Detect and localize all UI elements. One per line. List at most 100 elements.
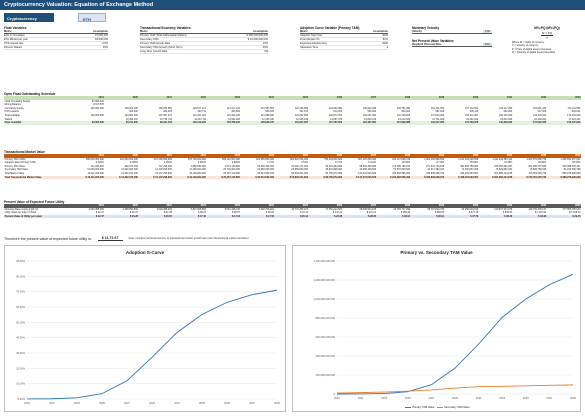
market-cell: $ 86,756,072,999 (308, 175, 343, 180)
tam-metric: Long Term Growth Rate (140, 50, 168, 53)
velocity-section: Monetary Velocity Velocity 5.00 Net Pres… (412, 26, 492, 47)
market-cell: 35,513,532,306 (257, 171, 275, 175)
pv-cell: $ 17.40 (172, 214, 207, 219)
pv-cell: $ 23.48 (308, 214, 343, 219)
legend-secondary-label: Secondary TAM Value (444, 406, 470, 409)
supply-cell: 512,203 (333, 110, 343, 114)
market-cell: 0.029% (95, 161, 104, 165)
supply-cell: 14,701,920 (432, 117, 445, 121)
pv-cell: 120,337,244,976 (494, 207, 513, 211)
adoption-value[interactable]: 3 (386, 46, 388, 49)
market-cell: 25,257,140,800 (223, 171, 240, 175)
market-cell: 0.069% (129, 161, 138, 165)
tam-value[interactable]: $ 386,000,000,000 (246, 34, 268, 37)
supply-cell: 400,000 (129, 110, 138, 114)
pv-cell: $ 504.60 (434, 211, 445, 215)
discount-label: Required Discount Rate (412, 43, 442, 46)
float-row: Percent Staked 10% (4, 46, 108, 50)
tam-value[interactable]: 10% (262, 42, 268, 45)
series-line-0 (26, 289, 278, 400)
y-tick-label: 90.00% (16, 259, 25, 263)
discount-input[interactable]: 30% (482, 43, 492, 46)
market-cell: 81,190,530,788 (563, 168, 581, 172)
x-tick-label: 2027 (124, 401, 130, 405)
pv-year-header: 2019 (70, 204, 105, 208)
market-cell: 10,630,332,306 (257, 164, 275, 168)
supply-cell: 14,210,320 (398, 117, 411, 121)
supply-cell: 127,892,888 (376, 121, 411, 125)
mvpq-section: MV=PQ (MV=PQ) M = PQ V Where M = Value o… (512, 26, 582, 55)
supply-cell: 96,631,164 (138, 121, 173, 125)
tam-value[interactable]: 3% (264, 50, 268, 53)
market-cell: 747,296,000 (158, 164, 172, 168)
pv-year-header: 2033 (546, 204, 581, 208)
market-cell: 29,859,840,000 (291, 168, 309, 172)
pv-cell: $ 17.04 (206, 214, 241, 219)
supply-cell: 15,812,000 (500, 117, 513, 121)
market-cell: $ 12,292,974,000 (104, 175, 139, 180)
market-cell: 27.16% (436, 161, 445, 165)
pv-cell: $ 97.11 (300, 211, 309, 215)
pv-year-header: 2028 (376, 204, 411, 208)
adoption-value[interactable]: 2030 (382, 42, 388, 45)
mvpq-definition: Q = Quantity of digital asset processed (512, 51, 556, 55)
tam-title: Transactional Economy Variables (140, 26, 191, 30)
market-cell: 4,521,140,800 (224, 164, 240, 168)
pv-cell: 177,655,785,620 (562, 207, 581, 211)
supply-cell: 124,135,908 (294, 106, 309, 110)
float-value[interactable]: 4.0% (102, 42, 108, 45)
supply-cell: 112,221,031 (192, 113, 206, 117)
float-value[interactable]: 97,083,422 (95, 34, 108, 37)
market-year-header: 2020 (104, 154, 139, 158)
x-tick-label: 2039 (274, 401, 280, 405)
pv-cell: $ 31.35 (163, 211, 172, 215)
market-cell: 19,139,832,920 (189, 171, 206, 175)
x-tick-label: 2019 (334, 396, 340, 400)
float-value[interactable]: 10% (102, 46, 108, 49)
supply-row-label: Initial Circulating Supply (4, 99, 31, 103)
pv-cell: 7,102,706,461 (258, 207, 275, 211)
market-year-header: 2027 (342, 154, 377, 158)
velocity-input[interactable]: 5.00 (482, 30, 492, 33)
pv-cell: 28,308,904,105 (359, 207, 377, 211)
pv-cell: $ 20.28 (104, 214, 139, 219)
supply-year-header: 2021 (138, 96, 173, 100)
adoption-header: Metric Assumption (300, 30, 388, 34)
mvpq-eq1: M = PQ (541, 31, 553, 35)
supply-year-header: 2027 (342, 96, 377, 100)
tam-value[interactable]: 20% (262, 46, 268, 49)
market-cell: 467,060,000,000 (153, 157, 172, 161)
adoption-value[interactable]: 82% (382, 38, 388, 41)
supply-row: Staked 10,360,210 10,736,734 11,097,111 11,5… (4, 118, 581, 122)
supply-cell: 153,011,087 (465, 113, 479, 117)
pv-year-header: 2030 (444, 204, 479, 208)
pv-year-header: 2029 (410, 204, 445, 208)
market-cell: 424,600,000,000 (119, 157, 138, 161)
series-line-1 (336, 384, 574, 394)
pv-year-header: 2025 (274, 204, 309, 208)
supply-cell: 170,231,009 (567, 113, 581, 117)
market-cell: 910,167,808,726 (392, 157, 411, 161)
y-tick-label: 20.00% (16, 366, 25, 370)
supply-cell: 511,153 (299, 110, 309, 114)
market-cell: 743,781,525,735 (528, 171, 547, 175)
tam-value[interactable]: $ 10,000,000,000 (247, 38, 268, 41)
adoption-value[interactable]: 2022 (382, 34, 388, 37)
pv-cell: 3,029,459,200 (156, 207, 172, 211)
float-value[interactable]: 18,000,000 (95, 38, 108, 41)
pv-cell: $ 33.28 (512, 214, 547, 219)
adoption-variables-section: Adoption Curve Variable (Primary TAM) Me… (300, 26, 388, 50)
market-cell: 35.59% (470, 161, 479, 165)
velocity-label: Velocity (412, 30, 422, 33)
float-header-assumption: Assumption (93, 30, 108, 33)
pv-cell: $ 29.45 (546, 214, 581, 219)
x-tick-label: 2031 (476, 396, 482, 400)
pv-year-header: 2032 (512, 204, 547, 208)
x-tick-label: 2035 (523, 396, 529, 400)
market-cell: 43.35% (504, 161, 513, 165)
market-cell: 14,400,000,000 (155, 168, 172, 172)
pv-cell: $ 17.56 (240, 214, 275, 219)
market-cell: 0.800% (231, 161, 240, 165)
market-year-header: 2025 (274, 154, 309, 158)
crypto-value-input[interactable]: ETH (78, 13, 106, 22)
